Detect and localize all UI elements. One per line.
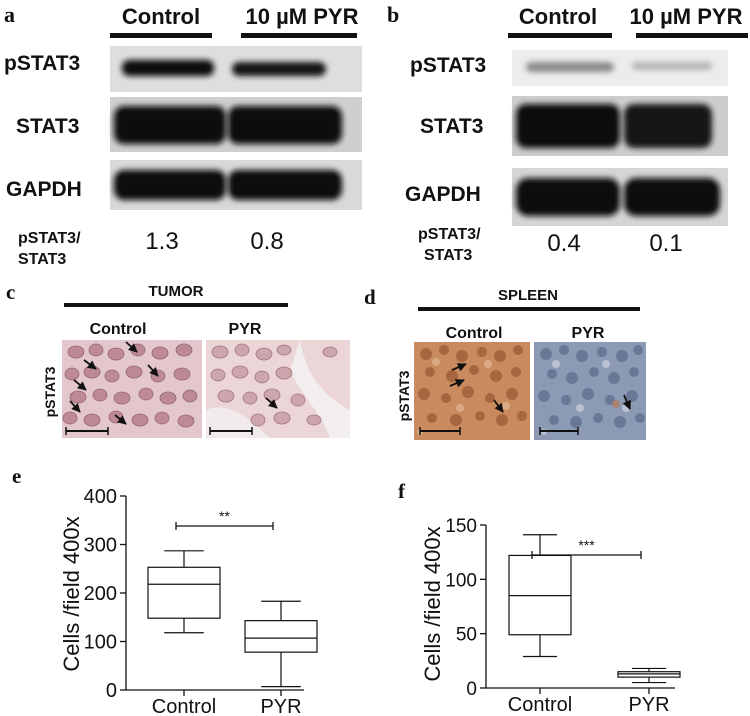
boxplot-f: 0 50 100 150 Control PYR *** <box>445 516 681 716</box>
panel-letter-f: f <box>398 479 406 503</box>
blot-pstat3-b <box>512 50 728 86</box>
row-label-stat3-a: STAT3 <box>16 115 79 138</box>
y-tick-label: 400 <box>84 486 117 508</box>
significance-label: *** <box>578 537 595 553</box>
panel-letter-a: a <box>4 2 15 27</box>
condition-label-control-d: Control <box>446 325 503 342</box>
condition-bar-control-a <box>110 33 212 38</box>
tissue-bar-spleen <box>418 307 640 311</box>
y-tick-label: 300 <box>84 535 117 557</box>
ratio-label-line1-b: pSTAT3/ <box>418 226 481 243</box>
ratio-label-line2-a: STAT3 <box>18 251 66 268</box>
tissue-label-tumor: TUMOR <box>149 283 204 300</box>
y-axis-label-e: Cells /field 400x <box>59 516 84 671</box>
condition-label-control-b: Control <box>519 4 597 29</box>
ratio-value-pyr-b: 0.1 <box>649 230 682 257</box>
boxplot-e: 0 100 200 300 400 Control PYR ** <box>84 486 318 716</box>
y-tick-label: 150 <box>445 516 477 537</box>
row-label-gapdh-b: GAPDH <box>405 183 481 206</box>
condition-label-pyr-b: 10 µM PYR <box>630 4 743 29</box>
blot-gapdh-a <box>110 160 362 210</box>
blot-pstat3-a <box>110 46 362 92</box>
condition-bar-pyr-b <box>636 33 748 38</box>
y-axis-label-f: Cells /field 400x <box>420 526 445 681</box>
panel-b: b Control 10 µM PYR pSTAT3 STAT3 GAPDH p… <box>387 2 748 264</box>
panel-f: f Cells /field 400x 0 50 100 150 Control PYR *… <box>398 479 681 716</box>
blot-stat3-a <box>110 97 362 152</box>
micrograph-spleen-pyr <box>534 342 646 440</box>
tissue-bar-tumor <box>64 303 288 307</box>
significance-label: ** <box>219 508 230 524</box>
y-tick-label: 100 <box>445 570 477 591</box>
blot-gapdh-b <box>512 168 728 226</box>
panel-letter-c: c <box>6 280 15 304</box>
ratio-value-pyr-a: 0.8 <box>250 228 283 255</box>
condition-label-control-a: Control <box>122 4 200 29</box>
panel-c: c TUMOR Control PYR pSTAT3 <box>6 280 350 438</box>
x-category-label: Control <box>152 696 216 716</box>
row-label-pstat3-b: pSTAT3 <box>410 54 486 77</box>
micrograph-spleen-control <box>414 342 530 440</box>
stain-label-c: pSTAT3 <box>42 366 58 417</box>
blot-stat3-b <box>512 96 728 156</box>
ratio-label-line1-a: pSTAT3/ <box>18 230 81 247</box>
micrograph-tumor-control <box>62 340 202 438</box>
x-category-label: PYR <box>628 694 669 716</box>
box-control <box>147 566 221 619</box>
box-pyr <box>244 620 318 653</box>
micrograph-tumor-pyr <box>206 340 350 438</box>
condition-label-pyr-d: PYR <box>572 325 605 342</box>
row-label-stat3-b: STAT3 <box>420 115 483 138</box>
ratio-value-control-a: 1.3 <box>145 228 178 255</box>
panel-e: e Cells /field 400x 0 100 200 300 400 Control… <box>12 464 318 716</box>
y-tick-label: 0 <box>106 680 117 702</box>
condition-label-control-c: Control <box>90 321 147 338</box>
condition-label-pyr-a: 10 µM PYR <box>246 4 359 29</box>
panel-a: a Control 10 µM PYR pSTAT3 STAT3 GAPDH p… <box>4 2 362 268</box>
y-tick-label: 100 <box>84 632 117 654</box>
ratio-label-line2-b: STAT3 <box>424 247 472 264</box>
y-tick-label: 200 <box>84 583 117 605</box>
condition-bar-pyr-a <box>241 33 357 38</box>
x-category-label: PYR <box>260 696 301 716</box>
panel-d: d SPLEEN Control PYR pSTAT3 <box>364 285 646 440</box>
y-tick-label: 50 <box>456 625 477 646</box>
stain-label-d: pSTAT3 <box>396 370 412 421</box>
row-label-pstat3-a: pSTAT3 <box>4 52 80 75</box>
ratio-value-control-b: 0.4 <box>547 230 580 257</box>
condition-label-pyr-c: PYR <box>229 321 262 338</box>
row-label-gapdh-a: GAPDH <box>6 178 82 201</box>
y-tick-label: 0 <box>466 679 477 700</box>
panel-letter-d: d <box>364 285 376 309</box>
condition-bar-control-b <box>508 33 612 38</box>
x-category-label: Control <box>508 694 572 716</box>
panel-letter-b: b <box>387 2 399 27</box>
tissue-label-spleen: SPLEEN <box>498 287 558 304</box>
panel-letter-e: e <box>12 464 21 488</box>
